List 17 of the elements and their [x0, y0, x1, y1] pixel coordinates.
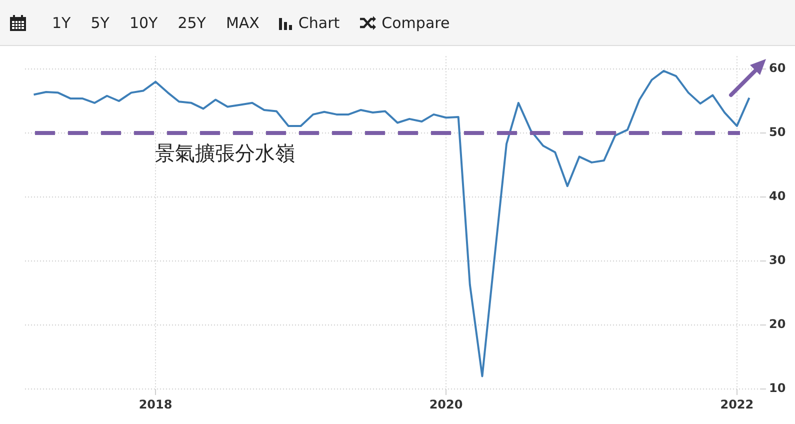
- text: 25Y: [178, 14, 206, 32]
- text: MAX: [226, 14, 260, 32]
- x-tick-label: 2020: [429, 397, 463, 412]
- text: Compare: [382, 14, 450, 32]
- y-tick-label: 10: [769, 381, 786, 396]
- ref-line-label: 景氣擴張分水嶺: [155, 141, 295, 166]
- y-tick-label: 20: [769, 317, 786, 332]
- text: Chart: [298, 14, 340, 32]
- x-tick-label: 2018: [138, 397, 172, 412]
- text: 1Y: [52, 14, 71, 32]
- x-tick-label: 2022: [720, 397, 754, 412]
- y-tick-label: 30: [769, 253, 786, 268]
- y-tick-label: 60: [769, 61, 786, 76]
- y-tick-label: 50: [769, 125, 786, 140]
- y-tick-label: 40: [769, 189, 786, 204]
- text: 10Y: [129, 14, 158, 32]
- text: 5Y: [90, 14, 110, 32]
